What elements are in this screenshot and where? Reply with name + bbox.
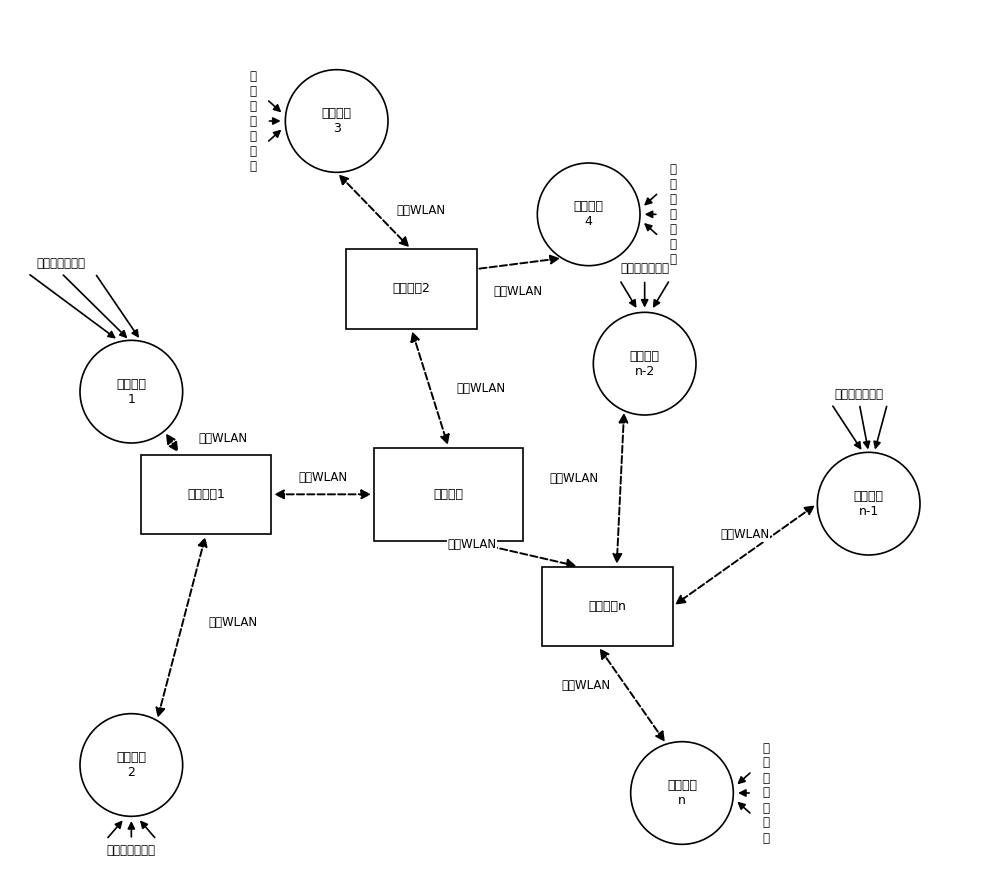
- Text: 区域子站2: 区域子站2: [392, 283, 430, 296]
- Text: 二级WLAN: 二级WLAN: [199, 431, 248, 445]
- Text: 区域子站1: 区域子站1: [187, 488, 225, 501]
- Text: 二级WLAN: 二级WLAN: [208, 616, 257, 629]
- Text: 检测终端
1: 检测终端 1: [116, 377, 146, 406]
- Circle shape: [285, 70, 388, 173]
- Text: 电流、电压采集: 电流、电压采集: [37, 257, 86, 270]
- Circle shape: [593, 313, 696, 415]
- Text: 电
流
、
电
压
采
集: 电 流 、 电 压 采 集: [669, 163, 676, 266]
- Text: 电流、电压采集: 电流、电压采集: [107, 844, 156, 858]
- Circle shape: [817, 453, 920, 555]
- Text: 检测终端
n-2: 检测终端 n-2: [630, 350, 660, 377]
- Text: 检测终端
4: 检测终端 4: [574, 200, 604, 229]
- Text: 二级WLAN: 二级WLAN: [720, 528, 770, 541]
- Text: 一级WLAN: 一级WLAN: [457, 382, 506, 394]
- FancyBboxPatch shape: [542, 567, 673, 646]
- Text: 电流、电压采集: 电流、电压采集: [835, 388, 884, 401]
- Circle shape: [80, 713, 183, 816]
- Text: 电
流
、
电
压
采
集: 电 流 、 电 压 采 集: [249, 69, 256, 173]
- Text: 检测终端
3: 检测终端 3: [322, 107, 352, 135]
- Text: 检测终端
n: 检测终端 n: [667, 779, 697, 807]
- Circle shape: [80, 340, 183, 443]
- Text: 二级WLAN: 二级WLAN: [549, 472, 598, 486]
- Circle shape: [537, 163, 640, 266]
- Text: 电流、电压采集: 电流、电压采集: [620, 262, 669, 275]
- Text: 电
流
、
电
压
采
集: 电 流 、 电 压 采 集: [762, 742, 769, 844]
- FancyBboxPatch shape: [374, 447, 523, 541]
- FancyBboxPatch shape: [346, 249, 477, 329]
- FancyBboxPatch shape: [141, 455, 271, 534]
- Circle shape: [631, 742, 733, 844]
- Text: 一级WLAN: 一级WLAN: [298, 471, 347, 484]
- Text: 检测终端
n-1: 检测终端 n-1: [854, 490, 884, 517]
- Text: 二级WLAN: 二级WLAN: [561, 680, 610, 692]
- Text: 一级WLAN: 一级WLAN: [447, 538, 497, 551]
- Text: 二级WLAN: 二级WLAN: [396, 205, 445, 217]
- Text: 二级WLAN: 二级WLAN: [493, 285, 542, 299]
- Text: 区域子站n: 区域子站n: [588, 600, 626, 613]
- Text: 检测主站: 检测主站: [434, 488, 464, 501]
- Text: 检测终端
2: 检测终端 2: [116, 751, 146, 779]
